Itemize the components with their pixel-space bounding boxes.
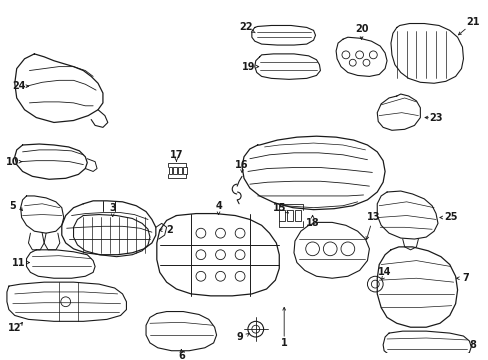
Text: 22: 22 xyxy=(239,22,252,32)
Bar xyxy=(286,210,292,221)
Text: 9: 9 xyxy=(236,332,243,342)
Bar xyxy=(178,167,182,174)
Text: 7: 7 xyxy=(461,273,468,283)
Text: 5: 5 xyxy=(9,201,16,211)
Bar xyxy=(173,167,177,174)
Text: 6: 6 xyxy=(178,351,184,360)
Bar xyxy=(168,167,172,174)
Text: 13: 13 xyxy=(366,212,379,222)
Text: 21: 21 xyxy=(466,17,479,27)
Text: 17: 17 xyxy=(169,150,183,160)
Text: 15: 15 xyxy=(272,203,285,213)
Text: 11: 11 xyxy=(12,257,25,267)
Text: 24: 24 xyxy=(12,81,25,91)
Bar xyxy=(279,210,285,221)
Text: 8: 8 xyxy=(469,340,476,350)
Text: 19: 19 xyxy=(242,62,255,72)
Text: 12: 12 xyxy=(8,323,21,333)
Text: 20: 20 xyxy=(354,24,367,35)
Text: 1: 1 xyxy=(280,338,287,348)
Text: 14: 14 xyxy=(378,267,391,277)
Text: 25: 25 xyxy=(443,212,457,222)
Text: 23: 23 xyxy=(428,113,442,122)
Text: 16: 16 xyxy=(235,159,248,170)
Bar xyxy=(294,210,300,221)
Text: 3: 3 xyxy=(109,203,116,213)
Text: 2: 2 xyxy=(166,225,173,235)
Text: 18: 18 xyxy=(305,219,319,228)
Bar xyxy=(183,167,187,174)
Text: 10: 10 xyxy=(6,157,20,167)
Text: 4: 4 xyxy=(215,201,222,211)
